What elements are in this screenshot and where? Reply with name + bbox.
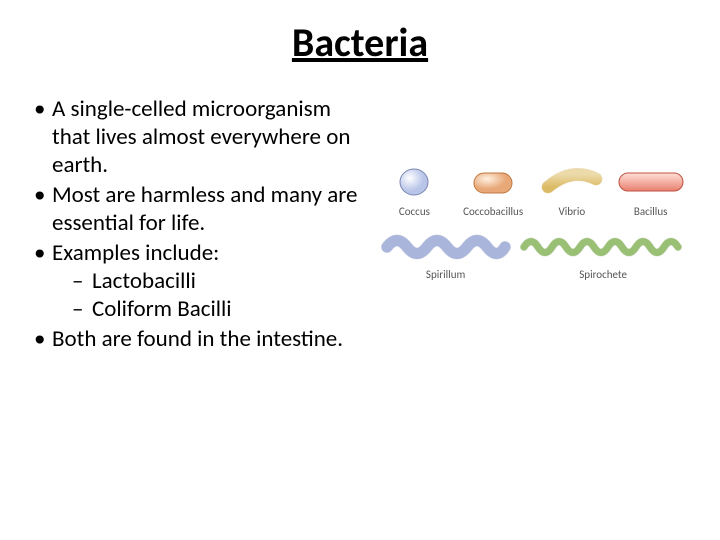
vibrio-label: Vibrio	[533, 205, 612, 218]
vibrio-cell: Vibrio	[533, 165, 612, 218]
bullet-4: Both are found in the intestine.	[30, 325, 365, 353]
coccobacillus-label: Coccobacillus	[454, 205, 533, 218]
coccus-label: Coccus	[375, 205, 454, 218]
vibrio-icon	[540, 165, 604, 199]
bacillus-label: Bacillus	[611, 205, 690, 218]
coccobacillus-icon	[468, 165, 518, 199]
text-column: A single-celled microorganism that lives…	[30, 95, 365, 355]
bullet-2: Most are harmless and many are essential…	[30, 181, 365, 237]
coccus-cell: Coccus	[375, 165, 454, 218]
coccobacillus-cell: Coccobacillus	[454, 165, 533, 218]
content-area: A single-celled microorganism that lives…	[0, 77, 720, 355]
bullet-3: Examples include: Lactobacilli Coliform …	[30, 239, 365, 323]
spirillum-label: Spirillum	[375, 268, 516, 281]
bacillus-icon	[615, 165, 687, 199]
bullet-3-text: Examples include:	[52, 239, 219, 267]
sub-list: Lactobacilli Coliform Bacilli	[52, 267, 365, 323]
spirochete-cell: Spirochete	[516, 232, 690, 281]
page-title: Bacteria	[0, 0, 720, 77]
bacillus-cell: Bacillus	[611, 165, 690, 218]
bullet-list: A single-celled microorganism that lives…	[30, 95, 365, 353]
spirillum-cell: Spirillum	[375, 232, 516, 281]
spirochete-label: Spirochete	[516, 268, 690, 281]
coccus-icon	[396, 165, 432, 199]
shape-row-2: Spirillum Spirochete	[375, 232, 690, 281]
diagram-column: Coccus Coccobacillus Vibrio	[365, 95, 690, 355]
spirillum-icon	[381, 232, 511, 262]
bullet-1: A single-celled microorganism that lives…	[30, 95, 365, 179]
sub-2: Coliform Bacilli	[72, 295, 365, 323]
shape-row-1: Coccus Coccobacillus Vibrio	[375, 165, 690, 218]
sub-1: Lactobacilli	[72, 267, 365, 295]
spirochete-icon	[518, 232, 688, 262]
